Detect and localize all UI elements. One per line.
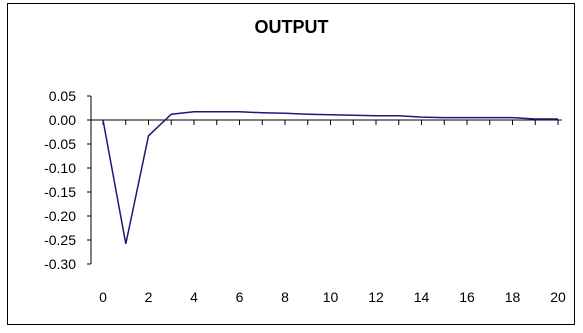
y-tick-label: 0.00: [49, 112, 76, 128]
chart-frame: [7, 3, 575, 325]
y-tick-label: -0.25: [44, 232, 76, 248]
series-line-0: [102, 111, 558, 244]
y-tick-label: -0.30: [44, 256, 76, 272]
x-tick-label: 2: [145, 289, 153, 305]
x-tick-label: 14: [414, 289, 430, 305]
x-tick-label: 12: [368, 289, 384, 305]
x-tick-label: 8: [281, 289, 289, 305]
x-tick-label: 4: [190, 289, 198, 305]
x-tick-label: 16: [459, 289, 475, 305]
y-tick-label: 0.05: [49, 88, 76, 104]
y-tick-label: -0.05: [44, 136, 76, 152]
x-tick-label: 10: [323, 289, 339, 305]
x-tick-label: 18: [505, 289, 521, 305]
x-tick-label: 20: [550, 289, 566, 305]
y-tick-label: -0.20: [44, 208, 76, 224]
y-tick-label: -0.10: [44, 160, 76, 176]
x-tick-label: 0: [99, 289, 107, 305]
y-tick-label: -0.15: [44, 184, 76, 200]
chart-title: OUTPUT: [254, 17, 329, 37]
x-tick-label: 6: [236, 289, 244, 305]
